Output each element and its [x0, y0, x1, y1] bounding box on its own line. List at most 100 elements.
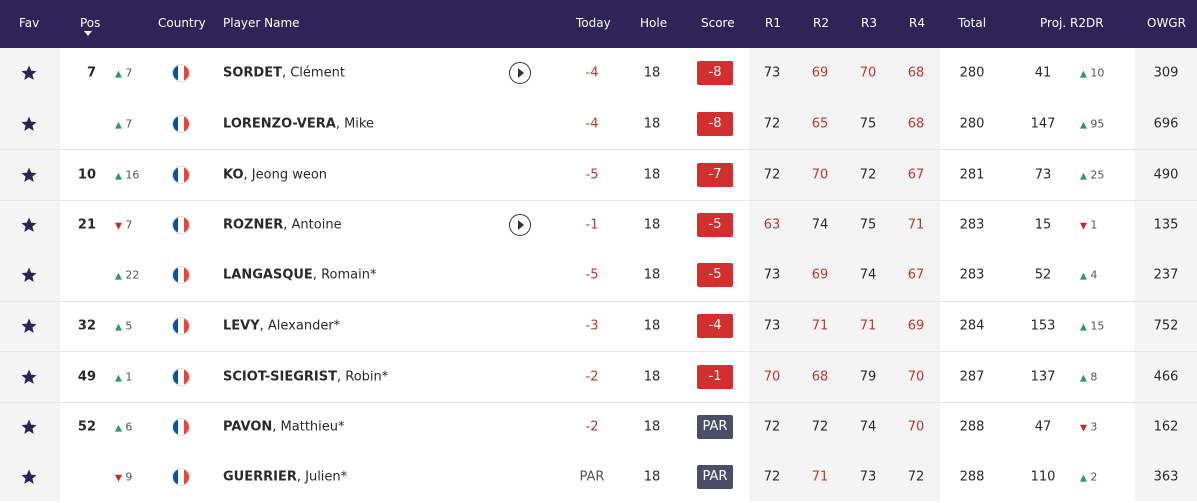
player-last-name: SORDET: [223, 65, 282, 81]
col-r4[interactable]: R4: [909, 16, 925, 30]
proj-move: ▲ 15: [1080, 320, 1104, 333]
proj-value: 147: [1030, 116, 1056, 132]
hole: 18: [643, 267, 661, 283]
player-name[interactable]: LANGASQUE, Romain*: [223, 268, 376, 283]
position-move: ▲ 5: [115, 320, 132, 333]
favorite-star-icon[interactable]: [20, 468, 38, 486]
position: 52: [77, 419, 96, 435]
today-score: PAR: [579, 469, 605, 485]
score-badge: -8: [697, 111, 733, 136]
col-hole[interactable]: Hole: [640, 16, 668, 30]
move-up-icon: ▲: [1080, 271, 1087, 282]
proj-value: 52: [1034, 267, 1052, 283]
today-score: -4: [585, 116, 599, 132]
round-2: 65: [811, 116, 829, 132]
owgr-column-bg: [1135, 48, 1197, 501]
round-2: 69: [811, 267, 829, 283]
owgr: 363: [1153, 469, 1179, 485]
col-country[interactable]: Country: [158, 16, 206, 30]
table-row[interactable]: 32 ▲ 5 LEVY, Alexander* -3 18 -4 73 71 7…: [0, 300, 1197, 352]
favorite-star-icon[interactable]: [20, 418, 38, 436]
total: 280: [959, 65, 985, 81]
round-1: 73: [763, 267, 781, 283]
total: 287: [959, 369, 985, 385]
move-up-icon: ▲: [1080, 322, 1087, 333]
hole: 18: [643, 419, 661, 435]
proj-move-value: 95: [1090, 117, 1105, 131]
round-1: 72: [763, 469, 781, 485]
col-r1[interactable]: R1: [765, 16, 781, 30]
player-name[interactable]: LEVY, Alexander*: [223, 319, 340, 334]
total: 288: [959, 419, 985, 435]
favorite-star-icon[interactable]: [20, 317, 38, 335]
favorite-star-icon[interactable]: [20, 216, 38, 234]
table-row[interactable]: 10 ▲ 16 KO, Jeong weon -5 18 -7 72 70 72…: [0, 149, 1197, 200]
round-4: 71: [907, 217, 925, 233]
round-3: 74: [859, 419, 877, 435]
proj-move-value: 4: [1090, 268, 1098, 282]
move-up-icon: ▲: [115, 120, 122, 131]
hole: 18: [643, 65, 661, 81]
position-move: ▼ 9: [115, 471, 132, 484]
proj-move: ▼ 1: [1080, 219, 1097, 232]
france-flag-icon: [172, 114, 190, 133]
col-pos[interactable]: Pos: [80, 16, 101, 30]
hole: 18: [643, 167, 661, 183]
player-name[interactable]: ROZNER, Antoine: [223, 218, 342, 233]
owgr: 237: [1153, 267, 1179, 283]
player-first-name: , Clément: [281, 65, 345, 81]
col-total[interactable]: Total: [958, 16, 987, 30]
play-video-icon[interactable]: [509, 62, 531, 85]
round-4: 67: [907, 167, 925, 183]
favorite-star-icon[interactable]: [20, 64, 38, 82]
table-row[interactable]: 52 ▲ 6 PAVON, Matthieu* -2 18 PAR 72 72 …: [0, 401, 1197, 453]
table-row[interactable]: 21 ▼ 7 ROZNER, Antoine -1 18 -5 63 74 75…: [0, 199, 1197, 251]
table-row[interactable]: ▲ 7 LORENZO-VERA, Mike -4 18 -8 72 65 75…: [0, 99, 1197, 150]
owgr: 696: [1153, 116, 1179, 132]
col-proj[interactable]: Proj. R2DR: [1040, 16, 1104, 30]
position-move-value: 5: [125, 319, 133, 333]
sort-desc-icon[interactable]: [84, 31, 92, 36]
france-flag-icon: [172, 418, 190, 437]
player-last-name: LORENZO-VERA: [223, 116, 336, 132]
position: 32: [77, 318, 96, 334]
col-fav[interactable]: Fav: [19, 16, 40, 30]
table-row[interactable]: ▼ 9 GUERRIER, Julien* PAR 18 PAR 72 71 7…: [0, 452, 1197, 503]
proj-move-value: 3: [1090, 420, 1098, 434]
player-name[interactable]: SCIOT-SIEGRIST, Robin*: [223, 369, 388, 384]
col-player-name[interactable]: Player Name: [223, 16, 300, 30]
table-row[interactable]: 49 ▲ 1 SCIOT-SIEGRIST, Robin* -2 18 -1 7…: [0, 351, 1197, 402]
move-up-icon: ▲: [1080, 373, 1087, 384]
position-move: ▲ 7: [115, 67, 132, 80]
player-name[interactable]: PAVON, Matthieu*: [223, 420, 345, 435]
table-row[interactable]: 7 ▲ 7 SORDET, Clément -4 18 -8 73 69 70 …: [0, 48, 1197, 99]
player-name[interactable]: GUERRIER, Julien*: [223, 470, 347, 485]
proj-value: 47: [1034, 419, 1052, 435]
favorite-star-icon[interactable]: [20, 266, 38, 284]
score-badge: -8: [697, 61, 733, 86]
table-row[interactable]: ▲ 22 LANGASQUE, Romain* -5 18 -5 73 69 7…: [0, 250, 1197, 301]
col-score[interactable]: Score: [701, 16, 735, 30]
position: 49: [77, 369, 96, 385]
player-name[interactable]: LORENZO-VERA, Mike: [223, 116, 374, 131]
favorite-star-icon[interactable]: [20, 115, 38, 133]
favorite-star-icon[interactable]: [20, 166, 38, 184]
move-up-icon: ▲: [115, 171, 122, 182]
col-r3[interactable]: R3: [861, 16, 877, 30]
col-today[interactable]: Today: [576, 16, 611, 30]
col-owgr[interactable]: OWGR: [1147, 16, 1186, 30]
player-name[interactable]: SORDET, Clément: [223, 66, 345, 81]
today-score: -2: [585, 369, 599, 385]
favorite-star-icon[interactable]: [20, 368, 38, 386]
player-name[interactable]: KO, Jeong weon: [223, 167, 327, 182]
play-video-icon[interactable]: [509, 214, 531, 237]
round-1: 72: [763, 116, 781, 132]
round-1: 73: [763, 318, 781, 334]
proj-move: ▲ 2: [1080, 471, 1097, 484]
total: 280: [959, 116, 985, 132]
player-first-name: , Antoine: [283, 217, 342, 233]
col-r2[interactable]: R2: [813, 16, 829, 30]
proj-move-value: 10: [1090, 66, 1105, 80]
round-3: 70: [859, 65, 877, 81]
round-4: 67: [907, 267, 925, 283]
